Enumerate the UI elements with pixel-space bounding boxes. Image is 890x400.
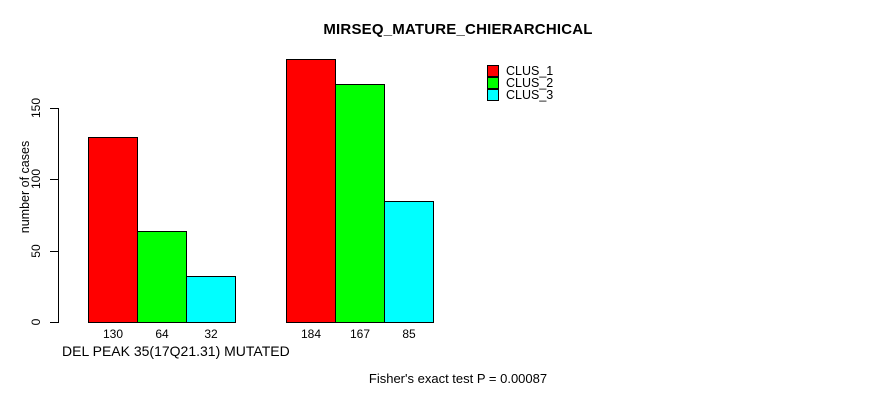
fisher-test-annotation: Fisher's exact test P = 0.00087 bbox=[368, 371, 548, 386]
bar-value-label: 167 bbox=[349, 327, 371, 341]
bar-clus_2-group2 bbox=[335, 84, 385, 323]
chart-title: MIRSEQ_MATURE_CHIERARCHICAL bbox=[323, 21, 593, 38]
legend-label: CLUS_2 bbox=[506, 76, 554, 90]
y-axis-tick-label: 0 bbox=[29, 318, 43, 326]
legend-label: CLUS_3 bbox=[506, 88, 554, 102]
y-axis-line bbox=[58, 108, 59, 323]
bar-value-label: 32 bbox=[204, 327, 218, 341]
x-axis-title: DEL PEAK 35(17Q21.31) MUTATED bbox=[62, 343, 290, 359]
legend-swatch-clus1 bbox=[487, 65, 499, 77]
bar-value-label: 85 bbox=[402, 327, 416, 341]
bar-value-label: 64 bbox=[155, 327, 169, 341]
y-axis-tick bbox=[50, 251, 58, 252]
bar-value-label: 130 bbox=[102, 327, 124, 341]
y-axis-tick-label: 100 bbox=[29, 168, 43, 190]
legend-label: CLUS_1 bbox=[506, 64, 554, 78]
y-axis-tick-label: 50 bbox=[29, 244, 43, 258]
legend: CLUS_1 CLUS_2 CLUS_3 bbox=[487, 65, 553, 101]
bar-clus_3-group1 bbox=[186, 276, 236, 323]
y-axis-tick bbox=[50, 322, 58, 323]
bar-clus_1-group2 bbox=[286, 59, 336, 323]
bar-clus_1-group1 bbox=[88, 137, 138, 323]
bar-clus_2-group1 bbox=[137, 231, 187, 323]
y-axis-tick-label: 150 bbox=[29, 97, 43, 119]
legend-swatch-clus3 bbox=[487, 89, 499, 101]
legend-swatch-clus2 bbox=[487, 77, 499, 89]
y-axis-tick bbox=[50, 179, 58, 180]
legend-item: CLUS_1 bbox=[487, 65, 553, 77]
y-axis-tick bbox=[50, 108, 58, 109]
bar-clus_3-group2 bbox=[384, 201, 434, 323]
bar-value-label: 184 bbox=[300, 327, 322, 341]
legend-item: CLUS_2 bbox=[487, 77, 553, 89]
legend-item: CLUS_3 bbox=[487, 89, 553, 101]
